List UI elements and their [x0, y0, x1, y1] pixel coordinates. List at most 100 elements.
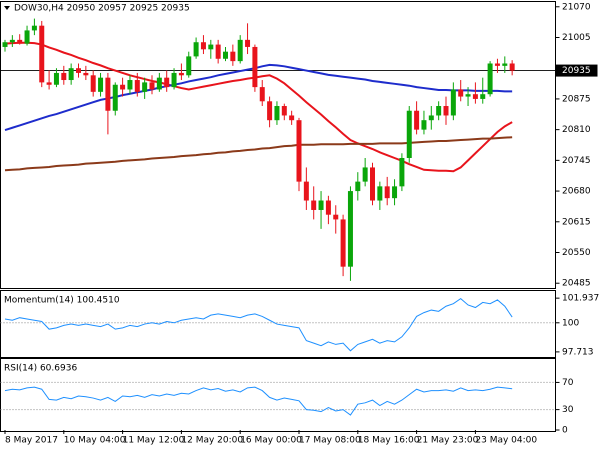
chart-title: DOW30,H4 20950 20957 20925 20935 — [14, 4, 190, 14]
last-price-box — [555, 64, 598, 77]
x-tick-label: 17 May 08:00 — [299, 436, 361, 446]
candle-body — [112, 84, 118, 111]
candle-body — [120, 84, 126, 90]
x-tick-label: 11 May 12:00 — [123, 436, 185, 446]
candle-body — [164, 77, 170, 88]
candle-body — [2, 42, 8, 47]
candle-body — [355, 181, 361, 192]
candle-body — [458, 89, 464, 97]
x-tick-label: 16 May 00:00 — [240, 436, 302, 446]
candle-body — [384, 186, 390, 199]
x-tick-label: 21 May 23:00 — [417, 436, 479, 446]
y-tick-label: 20680 — [562, 187, 591, 197]
candle-body — [502, 63, 508, 66]
candle-body — [494, 63, 500, 66]
x-tick-label: 10 May 04:00 — [64, 436, 126, 446]
candle-body — [98, 77, 104, 92]
candle-body — [414, 110, 420, 130]
candle-body — [392, 186, 398, 199]
panel-title: Momentum(14) 100.4510 — [4, 296, 120, 306]
candle-body — [289, 115, 295, 121]
candle-body — [436, 106, 442, 116]
candle-body — [450, 89, 456, 116]
candle-body — [105, 77, 111, 111]
candle-body — [193, 42, 199, 57]
panel-title: RSI(14) 60.6936 — [4, 364, 77, 374]
y-tick-label: 20615 — [562, 217, 591, 227]
candle-body — [318, 200, 324, 210]
x-tick-label: 8 May 2017 — [5, 436, 58, 446]
indicator-line — [4, 297, 513, 352]
y-tick-label: 21070 — [562, 2, 591, 12]
panel-frame — [0, 1, 556, 289]
x-tick-label: 18 May 16:00 — [358, 436, 420, 446]
y-tick-label: 20745 — [562, 156, 591, 166]
candle-body — [509, 63, 515, 71]
candle-body — [186, 56, 192, 76]
candle-body — [156, 77, 162, 90]
candle-body — [259, 87, 265, 102]
candle-body — [325, 200, 331, 215]
candle-body — [370, 167, 375, 201]
candle-body — [237, 39, 243, 62]
panel-frame — [0, 358, 556, 432]
candle-body — [465, 94, 471, 97]
indicator-line — [4, 386, 513, 416]
y-tick-label: 20810 — [562, 125, 591, 135]
y-tick-label: 100 — [562, 318, 579, 328]
y-tick-label: 20875 — [562, 94, 591, 104]
candle-body — [90, 75, 96, 92]
candle-body — [347, 191, 353, 267]
candle-body — [281, 106, 287, 116]
candle-body — [134, 80, 140, 92]
y-tick-label: 70 — [562, 378, 574, 388]
moving-average — [4, 63, 513, 132]
last-price-label: 20935 — [562, 66, 591, 76]
candle-body — [17, 39, 23, 44]
candle-body — [311, 200, 317, 210]
candle-body — [230, 51, 236, 62]
x-tick-label: 12 May 20:00 — [181, 436, 243, 446]
candle-body — [377, 186, 383, 201]
candle-body — [61, 72, 67, 81]
candle-body — [46, 82, 52, 85]
candle-body — [296, 120, 302, 182]
x-tick-label: 23 May 04:00 — [475, 436, 537, 446]
candle-body — [252, 46, 258, 88]
candle-body — [68, 68, 74, 81]
candle-body — [267, 101, 273, 121]
candle-body — [399, 157, 405, 187]
y-tick-label: 101.937 — [562, 294, 599, 304]
y-tick-label: 30 — [562, 405, 574, 415]
candle-body — [274, 106, 280, 121]
candle-body — [487, 63, 493, 95]
candle-body — [333, 214, 339, 220]
candle-body — [406, 110, 412, 158]
candle-body — [480, 94, 486, 99]
candle-body — [428, 115, 434, 121]
candle-body — [76, 68, 81, 73]
candle-body — [200, 42, 206, 50]
moving-average — [4, 136, 513, 172]
candle-body — [53, 72, 59, 85]
candle-body — [178, 72, 184, 76]
candle-body — [142, 82, 148, 92]
candle-body — [303, 181, 309, 201]
y-tick-label: 21005 — [562, 33, 591, 43]
candle-body — [215, 44, 221, 59]
candle-body — [83, 72, 89, 76]
candle-body — [39, 25, 45, 83]
panel-frame — [0, 290, 556, 358]
candle-body — [31, 25, 37, 31]
candle-body — [421, 120, 427, 130]
candle-body — [149, 82, 155, 90]
y-tick-label: 20550 — [562, 248, 591, 258]
candle-body — [443, 106, 449, 116]
candle-body — [208, 44, 214, 50]
candle-body — [245, 39, 251, 47]
candle-body — [127, 80, 133, 90]
candle-body — [9, 39, 15, 43]
candle-body — [362, 167, 368, 182]
candle-body — [340, 219, 346, 267]
